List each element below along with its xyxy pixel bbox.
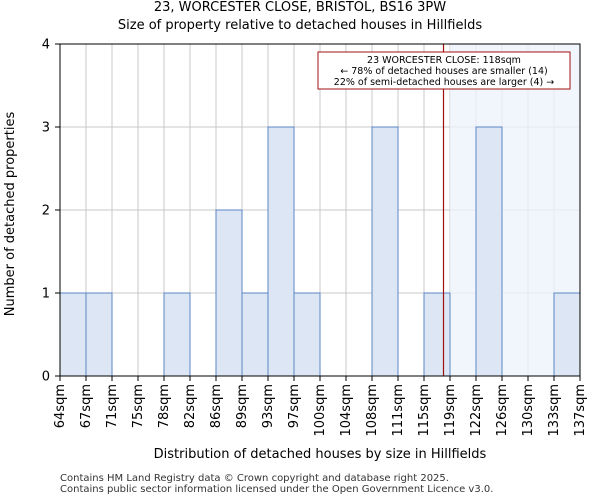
- annotation-line-1: 23 WORCESTER CLOSE: 118sqm: [367, 55, 521, 66]
- x-tick-label: 64sqm: [53, 384, 68, 428]
- footer-line-2: Contains public sector information licen…: [60, 484, 494, 495]
- y-tick-label: 0: [42, 370, 50, 385]
- bar-86sqm: [215, 209, 243, 377]
- y-tick-label: 2: [42, 204, 50, 219]
- x-tick-label: 86sqm: [209, 384, 224, 428]
- footer-line-1: Contains HM Land Registry data © Crown c…: [60, 473, 449, 484]
- x-tick-label: 122sqm: [469, 384, 484, 437]
- chart-title: 23, WORCESTER CLOSE, BRISTOL, BS16 3PW: [153, 0, 447, 15]
- x-tick-label: 89sqm: [235, 384, 250, 428]
- x-tick-label: 111sqm: [391, 384, 406, 437]
- x-tick-label: 104sqm: [339, 384, 354, 437]
- bar-133sqm: [553, 292, 581, 377]
- x-tick-label: 119sqm: [443, 384, 458, 437]
- x-tick-label: 97sqm: [287, 384, 302, 428]
- bar-93sqm: [267, 126, 295, 377]
- x-tick-label: 100sqm: [313, 384, 328, 437]
- x-tick-label: 137sqm: [573, 384, 588, 437]
- x-axis-label: Distribution of detached houses by size …: [154, 447, 487, 462]
- bar-64sqm: [59, 292, 87, 377]
- x-tick-layer: 64sqm 67sqm 71sqm 75sqm 78sqm 82sqm 86sqm 89sqm…: [53, 376, 588, 437]
- y-axis-label: Number of detached properties: [3, 112, 18, 317]
- annotation-box: [317, 51, 571, 90]
- x-tick-label: 115sqm: [417, 384, 432, 437]
- y-tick-label: 1: [42, 287, 50, 302]
- bar-108sqm: [371, 126, 399, 377]
- bar-78sqm: [163, 292, 191, 377]
- x-tick-label: 71sqm: [105, 384, 120, 428]
- x-tick-label: 67sqm: [79, 384, 94, 428]
- bar-89sqm: [241, 292, 269, 377]
- y-tick-label: 4: [42, 38, 50, 53]
- x-tick-label: 82sqm: [183, 384, 198, 428]
- bar-122sqm: [475, 126, 503, 377]
- x-tick-label: 75sqm: [131, 384, 146, 428]
- x-tick-label: 126sqm: [495, 384, 510, 437]
- y-tick-layer: 0 1 2 3 4: [42, 38, 60, 385]
- x-tick-label: 130sqm: [521, 384, 536, 437]
- bar-97sqm: [293, 292, 321, 377]
- bar-67sqm: [85, 292, 113, 377]
- chart-subtitle: Size of property relative to detached ho…: [117, 18, 483, 33]
- bar-115sqm: [423, 292, 451, 377]
- annotation-line-3: 22% of semi-detached houses are larger (…: [334, 77, 554, 88]
- plot-frame: [59, 43, 581, 377]
- x-tick-label: 93sqm: [261, 384, 276, 428]
- y-tick-label: 3: [42, 121, 50, 136]
- annotation-line-2: ← 78% of detached houses are smaller (14…: [340, 66, 547, 77]
- bar-layer: [59, 126, 581, 377]
- x-tick-label: 133sqm: [547, 384, 562, 437]
- x-tick-label: 108sqm: [365, 384, 380, 437]
- x-tick-label: 78sqm: [157, 384, 172, 428]
